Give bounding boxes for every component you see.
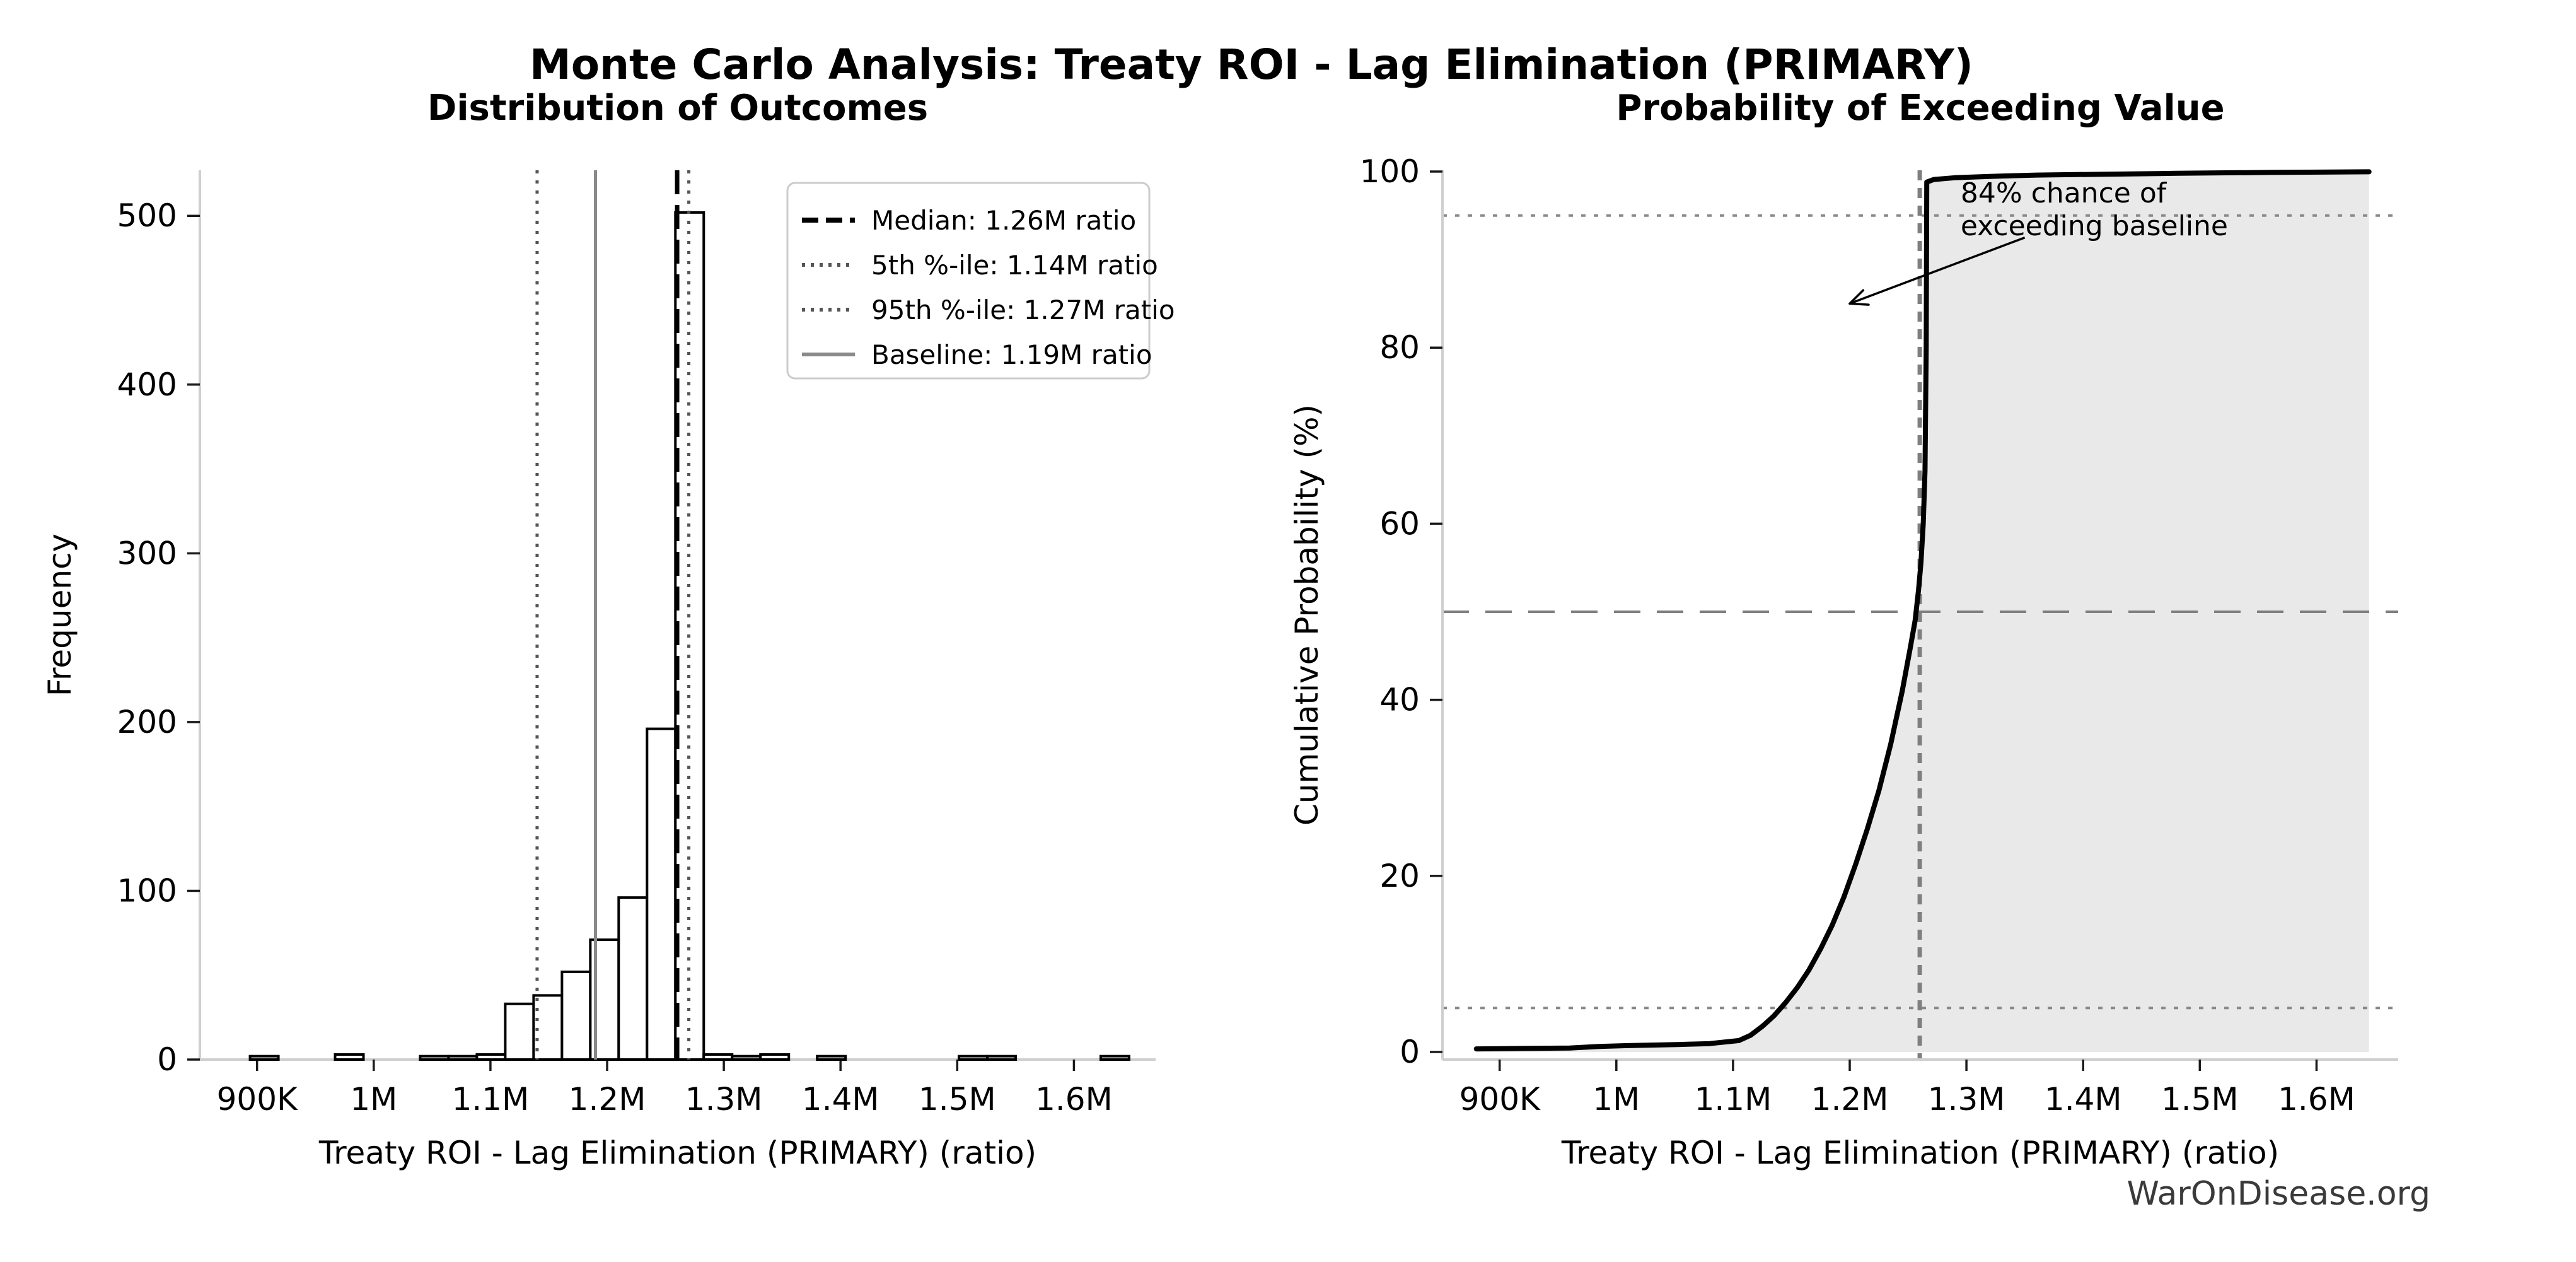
histogram-bar — [475, 1053, 507, 1061]
y-tick-label: 400 — [117, 366, 177, 403]
cdf-x-axis-label: Treaty ROI - Lag Elimination (PRIMARY) (… — [1561, 1135, 2279, 1171]
y-tick-label: 0 — [157, 1041, 177, 1078]
x-tick-label: 900K — [1459, 1081, 1541, 1118]
cdf-title: Probability of Exceeding Value — [1616, 88, 2224, 129]
x-tick-label: 1.3M — [685, 1081, 763, 1118]
histogram-bar — [617, 896, 649, 1061]
legend-item-p5: 5th %-ile: 1.14M ratio — [871, 250, 1158, 281]
y-tick-label: 100 — [1360, 153, 1420, 190]
histogram-bar — [334, 1053, 365, 1061]
cdf-panel: Probability of Exceeding Value Cumulativ… — [1289, 88, 2398, 1171]
histogram-bar — [447, 1055, 479, 1061]
histogram-bar — [504, 1002, 535, 1061]
x-tick-label: 1.6M — [2278, 1081, 2355, 1118]
histogram-bar — [702, 1053, 734, 1061]
cdf-y-axis-label: Cumulative Probability (%) — [1289, 404, 1325, 826]
histogram-bar — [1099, 1055, 1130, 1061]
y-tick-label: 500 — [117, 197, 177, 234]
legend: Median: 1.26M ratio 5th %-ile: 1.14M rati… — [786, 182, 1175, 380]
x-tick-label: 1.3M — [1928, 1081, 2005, 1118]
x-tick-label: 1.1M — [452, 1081, 530, 1118]
x-tick-label: 1.5M — [919, 1081, 996, 1118]
annotation-line-1: 84% chance of — [1961, 177, 2167, 209]
histogram-panel: Distribution of Outcomes Frequency Treat… — [42, 88, 1175, 1171]
y-tick-label: 20 — [1379, 858, 1420, 894]
watermark: WarOnDisease.org — [2126, 1175, 2430, 1213]
annotation-arrow-shaft — [1849, 237, 2026, 305]
legend-item-p95: 95th %-ile: 1.27M ratio — [871, 295, 1175, 325]
histogram-x-axis-label: Treaty ROI - Lag Elimination (PRIMARY) (… — [318, 1135, 1036, 1171]
legend-item-median: Median: 1.26M ratio — [871, 205, 1136, 236]
y-tick-label: 0 — [1400, 1034, 1420, 1070]
y-tick-label: 300 — [117, 535, 177, 571]
y-tick-label: 40 — [1379, 682, 1420, 718]
annotation-line-2: exceeding baseline — [1961, 210, 2228, 242]
x-tick-label: 1.2M — [1811, 1081, 1889, 1118]
x-tick-label: 1M — [1593, 1081, 1640, 1118]
x-tick-label: 1.4M — [2045, 1081, 2122, 1118]
x-tick-label: 1.6M — [1035, 1081, 1113, 1118]
histogram-bar — [816, 1055, 847, 1061]
y-tick-label: 100 — [117, 872, 177, 909]
legend-box — [786, 182, 1151, 380]
x-tick-label: 1.1M — [1695, 1081, 1772, 1118]
histogram-bar — [958, 1055, 989, 1061]
x-tick-label: 1.5M — [2161, 1081, 2239, 1118]
figure-title: Monte Carlo Analysis: Treaty ROI - Lag E… — [530, 40, 1973, 89]
x-tick-label: 1.2M — [569, 1081, 646, 1118]
histogram-bar — [731, 1055, 762, 1061]
x-tick-label: 1.4M — [802, 1081, 879, 1118]
annotation-arrow-head-1 — [1848, 302, 1870, 306]
x-tick-label: 900K — [217, 1081, 298, 1118]
legend-item-baseline: Baseline: 1.19M ratio — [871, 339, 1152, 370]
histogram-bar — [248, 1055, 280, 1061]
histogram-plot-area: 900K 1M 1.1M 1.2M 1.3M 1.4M 1.5M 1.6M 0 100 200 300… — [117, 170, 1175, 1118]
y-tick-label: 80 — [1379, 329, 1420, 366]
x-tick-label: 1M — [350, 1081, 397, 1118]
histogram-bar — [759, 1053, 791, 1061]
y-tick-label: 200 — [117, 704, 177, 740]
histogram-title: Distribution of Outcomes — [427, 88, 928, 129]
cdf-curve — [1473, 169, 2372, 1052]
histogram-bar — [986, 1055, 1018, 1061]
y-tick-label: 60 — [1379, 505, 1420, 542]
histogram-y-axis-label: Frequency — [42, 534, 78, 696]
annotation-arrow-head-2 — [1848, 289, 1865, 305]
cdf-plot-area: 900K 1M 1.1M 1.2M 1.3M 1.4M 1.5M 1.6M 0 20 40 60 80 1… — [1360, 153, 2398, 1118]
histogram-bar — [560, 970, 592, 1061]
histogram-bar — [419, 1055, 450, 1061]
histogram-bar — [646, 727, 677, 1061]
